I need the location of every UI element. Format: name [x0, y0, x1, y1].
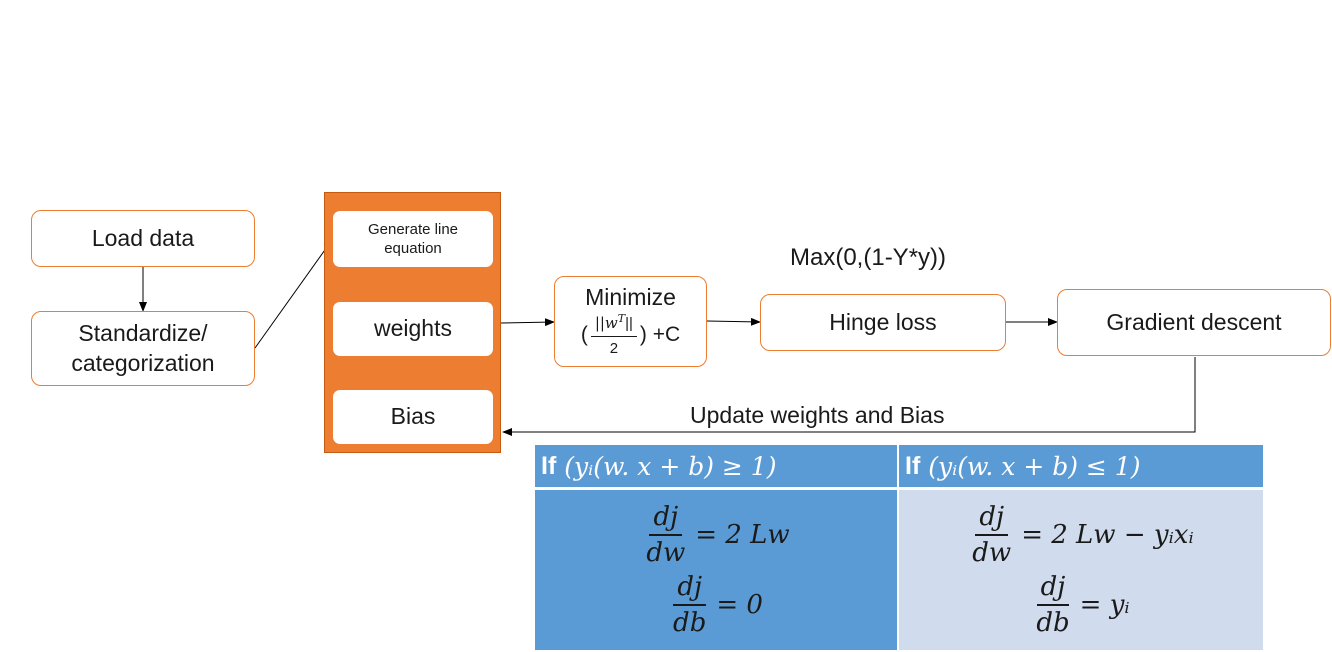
table-header-left: If (yᵢ(w. x + b) ≥ 1)	[535, 445, 897, 487]
left-eq-db-rhs: = 0	[716, 590, 763, 620]
table-cell-right: dj dw = 2 Lw − yᵢxᵢ dj db = yᵢ	[899, 490, 1263, 650]
hinge-loss-label: Hinge loss	[829, 308, 937, 335]
minimize-node: Minimize ( ||wT|| 2 ) +C	[554, 276, 707, 367]
weights-label: weights	[374, 315, 452, 342]
minimize-title: Minimize	[585, 283, 676, 310]
load-data-node: Load data	[31, 210, 255, 267]
bias-label: Bias	[390, 403, 436, 430]
minimize-superscript: T	[617, 312, 626, 326]
standardize-label: Standardize/ categorization	[71, 319, 215, 376]
weights-box: weights	[333, 302, 493, 356]
generate-line-label: Generate line equation	[367, 220, 459, 258]
left-eq-dw: dj dw = 2 Lw	[646, 502, 790, 568]
arrow-standardize-to-generate	[254, 239, 333, 349]
header-right-if: If	[905, 451, 921, 480]
table-cell-left: dj dw = 2 Lw dj db = 0	[535, 490, 897, 650]
header-left-if: If	[541, 451, 557, 480]
header-left-condition: (yᵢ(w. x + b) ≥ 1)	[564, 451, 777, 481]
right-eq-db-rhs: = yᵢ	[1079, 590, 1130, 620]
load-data-label: Load data	[91, 224, 195, 251]
minimize-tail: ) +C	[639, 323, 681, 347]
generate-line-box: Generate line equation	[333, 211, 493, 267]
standardize-node: Standardize/ categorization	[31, 311, 255, 386]
header-right-condition: (yᵢ(w. x + b) ≤ 1)	[928, 451, 1141, 481]
bias-box: Bias	[333, 390, 493, 444]
gradient-descent-label: Gradient descent	[1106, 308, 1282, 335]
arrow-panel-to-minimize	[500, 318, 555, 327]
update-label: Update weights and Bias	[690, 402, 945, 428]
model-params-panel: Generate line equation weights Bias	[324, 192, 501, 453]
arrow-gradient-to-bias	[502, 357, 1196, 436]
hinge-loss-node: Hinge loss	[760, 294, 1006, 351]
table-header-right: If (yᵢ(w. x + b) ≤ 1)	[899, 445, 1263, 487]
minimize-fraction: ||wT|| 2	[590, 312, 637, 358]
right-eq-dw: dj dw = 2 Lw − yᵢxᵢ	[972, 502, 1194, 568]
minimize-open-paren: (	[580, 323, 588, 347]
hinge-formula-label: Max(0,(1-Y*y))	[790, 244, 947, 271]
right-eq-dw-rhs: = 2 Lw − yᵢxᵢ	[1021, 520, 1194, 550]
gradient-descent-node: Gradient descent	[1057, 289, 1331, 356]
right-eq-db: dj db = yᵢ	[1036, 572, 1130, 638]
left-eq-dw-rhs: = 2 Lw	[695, 520, 790, 550]
left-eq-db: dj db = 0	[673, 572, 763, 638]
arrow-minimize-to-hinge	[706, 317, 761, 326]
minimize-denominator: 2	[609, 339, 619, 357]
minimize-numerator: ||w	[594, 314, 618, 333]
minimize-expression: ( ||wT|| 2 ) +C	[581, 312, 680, 358]
minimize-numerator-end: ||	[625, 315, 633, 333]
